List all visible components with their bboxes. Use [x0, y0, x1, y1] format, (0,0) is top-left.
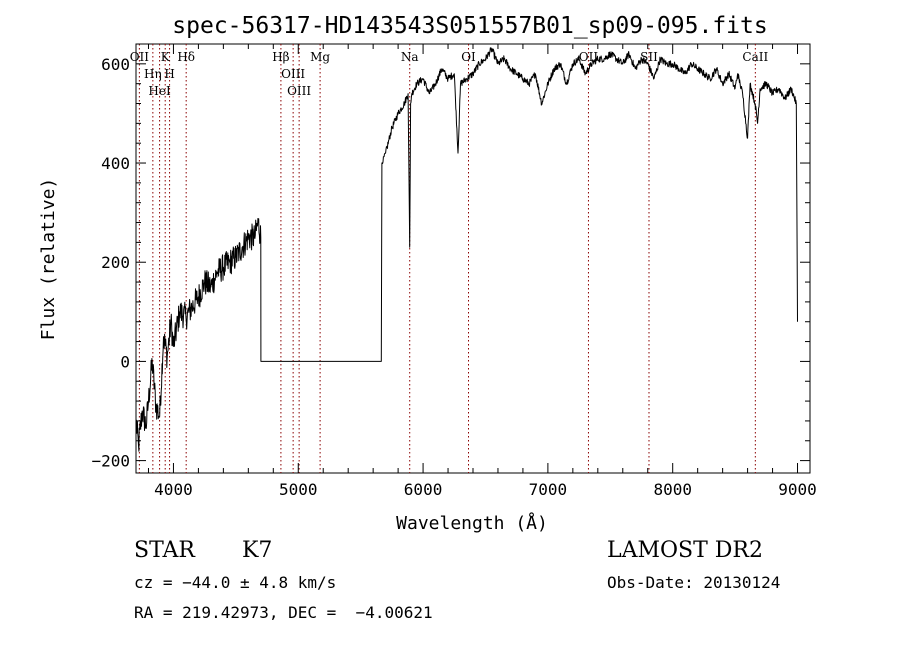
y-tick-label: 400 [101, 154, 130, 173]
y-axis-label: Flux (relative) [38, 178, 59, 341]
line-label: OI [461, 50, 476, 64]
y-tick-label: 0 [120, 352, 130, 371]
spectrum-line [135, 47, 798, 452]
survey-label: LAMOST DR2 [607, 538, 763, 563]
line-label: Mg [310, 50, 330, 64]
y-tick-label: 200 [101, 253, 130, 272]
line-label: OIII [287, 84, 311, 98]
coordinates-readout: RA = 219.42973, DEC = −4.00621 [134, 603, 433, 622]
line-label: Hβ [272, 50, 289, 64]
spectrum-series [135, 47, 798, 452]
subclass-label: K7 [242, 538, 273, 563]
line-label: CaII [742, 50, 768, 64]
chart-title: spec-56317-HD143543S051557B01_sp09-095.f… [172, 13, 767, 39]
line-label: H [164, 67, 174, 81]
line-label: OII [130, 50, 150, 64]
x-tick-label: 9000 [778, 480, 817, 499]
redshift-readout: cz = −44.0 ± 4.8 km/s [134, 573, 337, 592]
line-label: HeI [148, 84, 171, 98]
x-tick-label: 8000 [653, 480, 692, 499]
x-tick-label: 5000 [279, 480, 318, 499]
class-label: STAR [134, 538, 195, 563]
line-label: Hδ [177, 50, 195, 64]
obs-date-readout: Obs-Date: 20130124 [607, 573, 781, 592]
axis-ticks: 4000 5000 6000 7000 8000 9000 −200 0 200 400 600 [91, 43, 817, 499]
line-label: Na [401, 50, 419, 64]
x-axis-label: Wavelength (Å) [396, 512, 548, 534]
y-tick-label: 600 [101, 55, 130, 74]
x-tick-label: 6000 [404, 480, 443, 499]
x-tick-label: 7000 [529, 480, 568, 499]
line-label: Hη [144, 67, 162, 81]
x-tick-label: 4000 [154, 480, 193, 499]
line-label: OIII [281, 67, 305, 81]
y-tick-label: −200 [91, 452, 130, 471]
line-label: K [161, 50, 171, 64]
